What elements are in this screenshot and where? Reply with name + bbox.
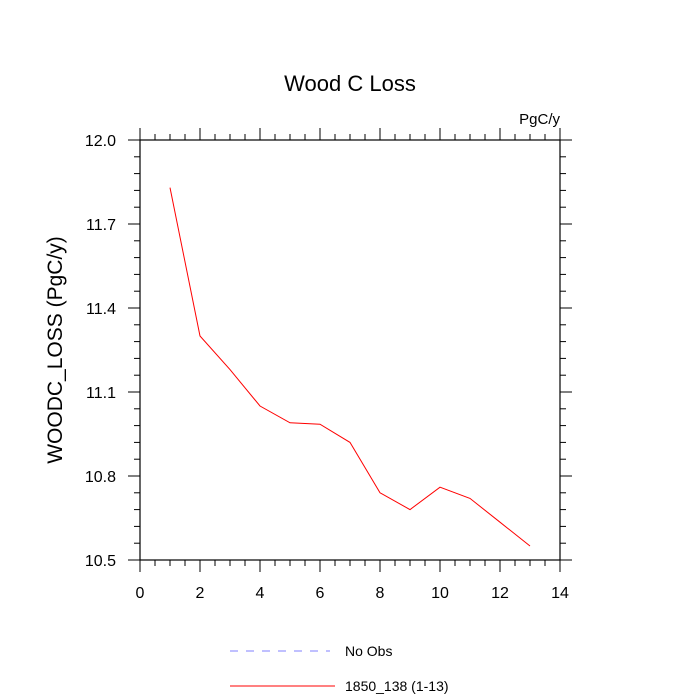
series-line-0 — [169, 187, 531, 547]
chart-title: Wood C Loss — [284, 71, 416, 96]
x-tick-label: 6 — [316, 585, 325, 602]
series-layer — [169, 187, 531, 547]
x-tick-label: 14 — [551, 585, 569, 602]
y-tick-label: 10.5 — [85, 553, 116, 570]
legend-label-1850-138: 1850_138 (1-13) — [345, 678, 449, 694]
x-tick-label: 10 — [431, 585, 449, 602]
plot-frame — [139, 139, 561, 561]
y-tick-label: 11.4 — [86, 301, 116, 318]
x-tick-label: 0 — [136, 585, 145, 602]
x-tick-label: 2 — [196, 585, 205, 602]
y-tick-label: 11.1 — [86, 385, 116, 402]
axis-tick-labels: 0 2 4 6 8 10 12 14 10.5 10.8 11.1 11.4 11.7 12.0 — [85, 133, 569, 602]
units-label: PgC/y — [519, 111, 560, 128]
y-tick-label: 12.0 — [85, 133, 116, 150]
x-tick-label: 12 — [491, 585, 509, 602]
y-tick-label: 10.8 — [85, 469, 116, 486]
y-tick-label: 11.7 — [86, 217, 116, 234]
axis-ticks — [128, 128, 572, 572]
y-axis-label: WOODC_LOSS (PgC/y) — [44, 236, 67, 464]
x-tick-label: 8 — [376, 585, 385, 602]
legend-label-no-obs: No Obs — [345, 643, 392, 659]
legend: No Obs 1850_138 (1-13) — [230, 643, 449, 694]
x-tick-label: 4 — [256, 585, 265, 602]
